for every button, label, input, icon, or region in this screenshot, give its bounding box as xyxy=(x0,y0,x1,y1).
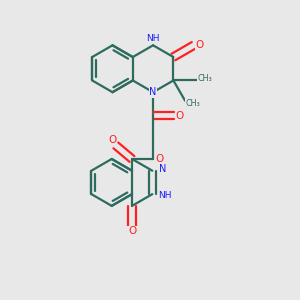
Text: N: N xyxy=(149,87,157,97)
Text: NH: NH xyxy=(146,34,160,43)
Text: O: O xyxy=(109,135,117,145)
Text: O: O xyxy=(176,111,184,121)
Text: CH₃: CH₃ xyxy=(197,74,212,83)
Text: N: N xyxy=(158,164,166,174)
Text: O: O xyxy=(195,40,203,50)
Text: O: O xyxy=(128,226,136,236)
Text: O: O xyxy=(156,154,164,164)
Text: CH₃: CH₃ xyxy=(185,99,200,108)
Text: NH: NH xyxy=(158,191,172,200)
